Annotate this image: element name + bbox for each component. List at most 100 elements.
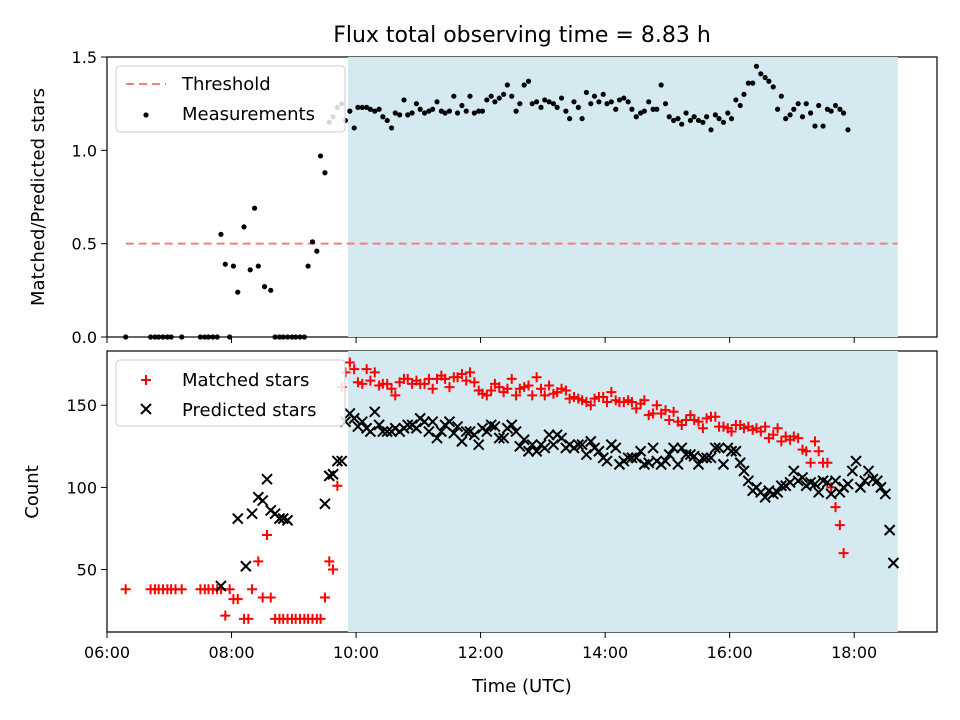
matched-star-marker — [319, 592, 330, 603]
predicted-star-marker — [493, 432, 505, 444]
y-tick-label: 1.5 — [72, 48, 97, 67]
measurement-point — [434, 99, 440, 105]
predicted-stars-series — [215, 406, 900, 592]
matched-star-marker — [631, 403, 642, 414]
legend-frame — [115, 65, 346, 133]
measurement-point — [538, 104, 544, 110]
predicted-star-marker — [850, 455, 862, 467]
matched-star-marker — [494, 382, 505, 393]
predicted-star-marker — [759, 491, 771, 503]
measurement-point — [488, 93, 494, 99]
matched-star-marker — [834, 520, 845, 531]
matched-star-marker — [838, 548, 849, 559]
matched-star-marker — [265, 592, 276, 603]
x-tick-label: 14:00 — [582, 643, 628, 662]
y-tick-label: 0.0 — [72, 328, 97, 347]
measurement-point — [695, 117, 702, 124]
measurement-point — [397, 112, 403, 118]
measurement-point — [123, 334, 129, 340]
measurement-point — [160, 334, 166, 340]
measurement-point — [716, 116, 722, 122]
measurement-point — [388, 125, 395, 131]
matched-star-marker — [822, 457, 833, 468]
measurement-point — [654, 106, 660, 112]
matched-star-marker — [535, 383, 546, 394]
matched-star-marker — [120, 584, 131, 595]
predicted-star-marker — [601, 455, 613, 467]
matched-star-marker — [556, 383, 567, 394]
predicted-star-marker — [522, 445, 535, 457]
matched-star-marker — [514, 383, 525, 394]
measurement-point — [197, 334, 203, 340]
predicted-star-marker — [796, 471, 809, 484]
measurement-point — [683, 110, 689, 116]
measurement-point — [828, 108, 834, 114]
measurement-point — [413, 101, 420, 107]
predicted-star-marker — [854, 481, 867, 494]
matched-star-marker — [544, 380, 555, 391]
measurement-point — [372, 108, 378, 114]
matched-star-marker — [601, 396, 612, 407]
predicted-star-marker — [659, 455, 672, 467]
measurement-point — [164, 334, 170, 340]
measurement-point — [837, 106, 843, 112]
measurement-point — [608, 99, 614, 105]
observing-window-band — [347, 351, 898, 632]
predicted-star-marker — [883, 524, 896, 536]
matched-star-marker — [419, 378, 430, 389]
measurement-point — [359, 104, 365, 110]
measurement-point — [554, 104, 560, 110]
predicted-star-marker — [256, 494, 269, 507]
measurement-point — [314, 248, 320, 254]
measurement-point — [459, 102, 465, 109]
measurement-point — [783, 116, 789, 122]
y-tick-label: 1.0 — [72, 141, 97, 160]
matched-star-marker — [830, 502, 841, 513]
matched-star-marker — [755, 426, 766, 437]
predicted-star-marker — [610, 442, 622, 454]
matched-star-marker — [660, 405, 671, 416]
predicted-star-marker — [705, 452, 717, 464]
matched-star-marker — [247, 584, 258, 595]
predicted-star-marker — [240, 560, 252, 572]
predicted-star-marker — [327, 468, 339, 480]
measurement-point — [671, 117, 677, 124]
predicted-star-marker — [377, 425, 389, 438]
matched-star-marker — [444, 382, 455, 393]
matched-star-marker — [564, 393, 575, 404]
predicted-star-marker — [473, 438, 485, 451]
x-axis-label: Time (UTC) — [471, 676, 572, 697]
measurement-point — [289, 334, 295, 340]
predicted-star-marker — [539, 442, 551, 454]
matched-star-marker — [502, 383, 513, 394]
matched-star-marker — [477, 388, 488, 399]
x-tick-label: 18:00 — [831, 643, 877, 662]
predicted-star-marker — [460, 425, 472, 438]
measurement-point — [235, 289, 241, 295]
matched-star-marker — [697, 423, 708, 434]
measurement-point — [405, 112, 411, 118]
measurement-point — [376, 106, 382, 112]
matched-star-marker — [176, 584, 187, 595]
measurement-point — [591, 93, 598, 99]
predicted-star-marker — [812, 486, 825, 499]
bottom-y-ticks: 50 100 150 — [66, 396, 107, 580]
measurement-point — [708, 127, 714, 133]
predicted-star-marker — [626, 452, 638, 464]
measurement-point — [384, 117, 390, 124]
measurement-point — [451, 93, 457, 99]
predicted-star-marker — [356, 415, 368, 428]
bottom-observing-window — [347, 351, 898, 632]
predicted-star-marker — [373, 419, 385, 431]
measurement-point — [280, 334, 286, 340]
bottom-x-ticks: 06:00 08:00 10:00 12:00 14:00 16:00 18:00 — [84, 632, 877, 662]
measurement-point — [820, 123, 826, 129]
measurement-point — [558, 95, 565, 101]
predicted-star-marker — [871, 475, 883, 487]
matched-star-marker — [760, 421, 771, 432]
measurement-point — [787, 112, 793, 118]
measurement-point — [795, 101, 801, 107]
measurement-point — [230, 263, 236, 269]
measurement-point — [401, 97, 407, 103]
matched-star-marker — [606, 387, 617, 398]
